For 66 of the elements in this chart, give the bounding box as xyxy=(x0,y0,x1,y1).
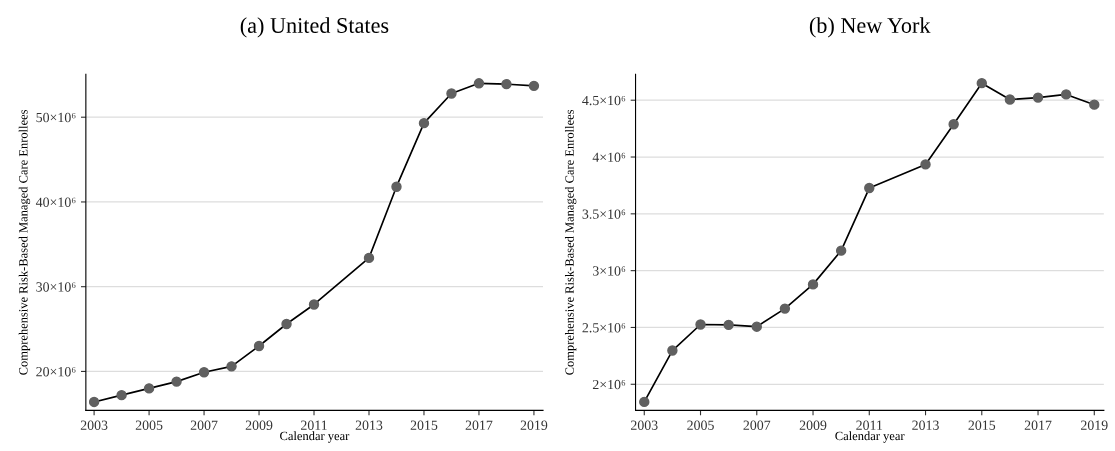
y-tick-label: 3.5×10⁶ xyxy=(582,209,626,219)
x-axis-title: Calendar year xyxy=(280,431,350,443)
y-tick-label: 40×10⁶ xyxy=(35,197,76,207)
point xyxy=(528,80,540,92)
point xyxy=(198,367,210,378)
point xyxy=(308,299,320,310)
x-tick-label: 2019 xyxy=(520,420,548,430)
y-tick-label: 4.5×10⁶ xyxy=(582,95,626,106)
point xyxy=(1004,94,1016,105)
point xyxy=(695,319,706,330)
point xyxy=(751,321,762,332)
point xyxy=(363,252,375,264)
x-tick-label: 2009 xyxy=(245,420,273,430)
x-tick-label: 2007 xyxy=(743,420,771,430)
y-axis-title: Comprehensive Risk-Based Managed Care Enrollees xyxy=(18,109,31,375)
point xyxy=(281,318,292,330)
point xyxy=(143,383,155,394)
point xyxy=(226,361,237,372)
point xyxy=(391,181,402,192)
point xyxy=(864,182,875,194)
y-tick-label: 50×10⁶ xyxy=(36,112,76,123)
point xyxy=(116,389,127,401)
x-tick-label: 2003 xyxy=(630,420,658,430)
point xyxy=(948,119,959,130)
x-tick-label: 2019 xyxy=(1081,420,1108,430)
point xyxy=(1089,99,1100,110)
x-tick-label: 2005 xyxy=(687,420,714,430)
point xyxy=(1060,89,1072,100)
x-tick-label: 2009 xyxy=(799,420,827,430)
point xyxy=(976,77,987,89)
x-tick-label: 2011 xyxy=(856,420,883,430)
x-tick-label: 2013 xyxy=(355,420,383,430)
point xyxy=(473,78,485,89)
point xyxy=(779,303,791,314)
x-tick-label: 2015 xyxy=(968,420,996,430)
point xyxy=(446,88,457,99)
point xyxy=(171,376,182,387)
x-axis-title: Calendar year xyxy=(835,431,905,443)
x-tick-label: 2011 xyxy=(301,420,327,430)
point xyxy=(667,345,678,356)
point xyxy=(1032,92,1044,103)
point xyxy=(807,279,819,290)
x-tick-label: 2015 xyxy=(410,420,438,430)
point xyxy=(253,340,265,352)
y-axis-title: Comprehensive Risk-Based Managed Care Enrollees xyxy=(564,109,577,375)
point xyxy=(723,319,734,331)
point xyxy=(418,117,430,129)
x-tick-label: 2007 xyxy=(190,420,218,430)
x-tick-label: 2017 xyxy=(1024,420,1052,430)
y-tick-label: 20×10⁶ xyxy=(36,367,76,377)
chart-title: (a) United States xyxy=(240,17,389,38)
y-tick-label: 2×10⁶ xyxy=(592,379,626,390)
y-tick-label: 4×10⁶ xyxy=(592,152,626,162)
point xyxy=(920,159,931,170)
chart-title: (b) New York xyxy=(809,17,931,38)
x-tick-label: 2005 xyxy=(135,420,163,430)
point xyxy=(835,245,847,256)
y-tick-label: 3×10⁶ xyxy=(592,266,626,276)
point xyxy=(639,396,650,408)
y-tick-label: 2.5×10⁶ xyxy=(582,323,626,333)
y-tick-label: 30×10⁶ xyxy=(36,282,76,292)
point xyxy=(501,78,512,90)
x-tick-label: 2003 xyxy=(80,420,108,430)
x-tick-label: 2017 xyxy=(465,420,493,430)
x-tick-label: 2013 xyxy=(912,420,939,430)
point xyxy=(88,396,100,408)
